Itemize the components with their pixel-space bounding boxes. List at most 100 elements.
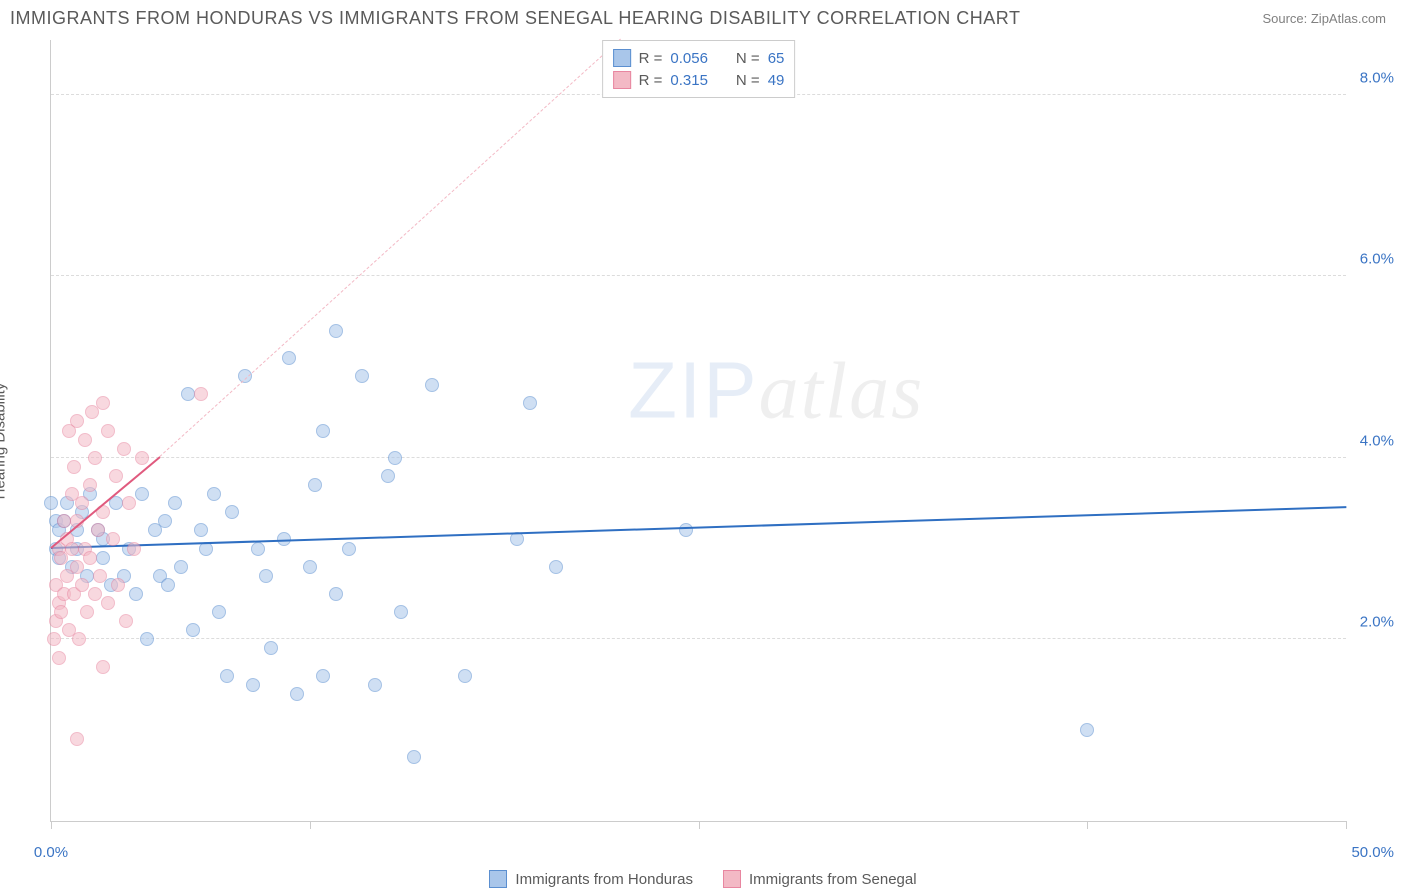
gridline xyxy=(51,275,1346,276)
data-point xyxy=(101,424,115,438)
data-point xyxy=(75,496,89,510)
chart-area: Hearing Disability ZIPatlas R = 0.056N =… xyxy=(10,40,1396,842)
gridline xyxy=(51,457,1346,458)
data-point xyxy=(44,496,58,510)
data-point xyxy=(106,532,120,546)
data-point xyxy=(140,632,154,646)
data-point xyxy=(329,324,343,338)
legend-item: Immigrants from Senegal xyxy=(723,870,917,888)
data-point xyxy=(355,369,369,383)
x-tick xyxy=(1346,821,1347,829)
data-point xyxy=(458,669,472,683)
legend-n-value: 49 xyxy=(768,72,785,89)
correlation-legend: R = 0.056N = 65R = 0.315 N = 49 xyxy=(602,40,796,98)
data-point xyxy=(308,478,322,492)
gridline xyxy=(51,638,1346,639)
legend-swatch xyxy=(613,71,631,89)
legend-r-label: R = xyxy=(639,50,663,67)
data-point xyxy=(117,442,131,456)
x-tick xyxy=(1087,821,1088,829)
watermark-atlas: atlas xyxy=(759,348,925,436)
legend-label: Immigrants from Honduras xyxy=(515,871,693,888)
data-point xyxy=(174,560,188,574)
y-tick-label: 8.0% xyxy=(1360,69,1394,86)
data-point xyxy=(75,578,89,592)
data-point xyxy=(381,469,395,483)
data-point xyxy=(523,396,537,410)
data-point xyxy=(70,560,84,574)
data-point xyxy=(329,587,343,601)
legend-row: R = 0.056N = 65 xyxy=(613,47,785,69)
data-point xyxy=(168,496,182,510)
data-point xyxy=(127,542,141,556)
data-point xyxy=(342,542,356,556)
data-point xyxy=(186,623,200,637)
legend-n-label: N = xyxy=(736,72,760,89)
data-point xyxy=(225,505,239,519)
data-point xyxy=(220,669,234,683)
data-point xyxy=(425,378,439,392)
data-point xyxy=(91,523,105,537)
legend-n-value: 65 xyxy=(768,50,785,67)
chart-source: Source: ZipAtlas.com xyxy=(1262,11,1386,26)
data-point xyxy=(207,487,221,501)
x-tick xyxy=(699,821,700,829)
data-point xyxy=(1080,723,1094,737)
legend-swatch xyxy=(489,870,507,888)
data-point xyxy=(251,542,265,556)
data-point xyxy=(158,514,172,528)
plot-area: ZIPatlas R = 0.056N = 65R = 0.315N = 49 … xyxy=(50,40,1346,822)
data-point xyxy=(47,632,61,646)
data-point xyxy=(388,451,402,465)
data-point xyxy=(96,396,110,410)
legend-r-value: 0.056 xyxy=(670,50,708,67)
data-point xyxy=(65,542,79,556)
data-point xyxy=(246,678,260,692)
series-legend: Immigrants from Honduras Immigrants from … xyxy=(0,870,1406,888)
data-point xyxy=(368,678,382,692)
data-point xyxy=(96,551,110,565)
data-point xyxy=(316,669,330,683)
data-point xyxy=(70,414,84,428)
data-point xyxy=(88,451,102,465)
data-point xyxy=(88,587,102,601)
data-point xyxy=(122,496,136,510)
data-point xyxy=(303,560,317,574)
trend-line xyxy=(51,506,1346,549)
data-point xyxy=(101,596,115,610)
data-point xyxy=(181,387,195,401)
data-point xyxy=(407,750,421,764)
data-point xyxy=(194,523,208,537)
data-point xyxy=(212,605,226,619)
data-point xyxy=(290,687,304,701)
data-point xyxy=(129,587,143,601)
x-tick xyxy=(51,821,52,829)
data-point xyxy=(282,351,296,365)
data-point xyxy=(72,632,86,646)
legend-swatch xyxy=(723,870,741,888)
legend-swatch xyxy=(613,49,631,67)
data-point xyxy=(394,605,408,619)
data-point xyxy=(259,569,273,583)
y-axis-label: Hearing Disability xyxy=(0,383,9,500)
legend-r-value: 0.315 xyxy=(670,72,708,89)
data-point xyxy=(510,532,524,546)
y-tick-label: 6.0% xyxy=(1360,251,1394,268)
x-tick-label-left: 0.0% xyxy=(34,844,68,861)
data-point xyxy=(135,451,149,465)
data-point xyxy=(135,487,149,501)
watermark: ZIPatlas xyxy=(628,345,924,438)
data-point xyxy=(78,433,92,447)
y-tick-label: 4.0% xyxy=(1360,432,1394,449)
data-point xyxy=(54,605,68,619)
data-point xyxy=(109,469,123,483)
x-tick-label-right: 50.0% xyxy=(1351,844,1394,861)
data-point xyxy=(70,732,84,746)
data-point xyxy=(80,605,94,619)
data-point xyxy=(93,569,107,583)
data-point xyxy=(52,651,66,665)
watermark-zip: ZIP xyxy=(628,346,758,435)
legend-row: R = 0.315N = 49 xyxy=(613,69,785,91)
y-tick-label: 2.0% xyxy=(1360,614,1394,631)
data-point xyxy=(96,660,110,674)
